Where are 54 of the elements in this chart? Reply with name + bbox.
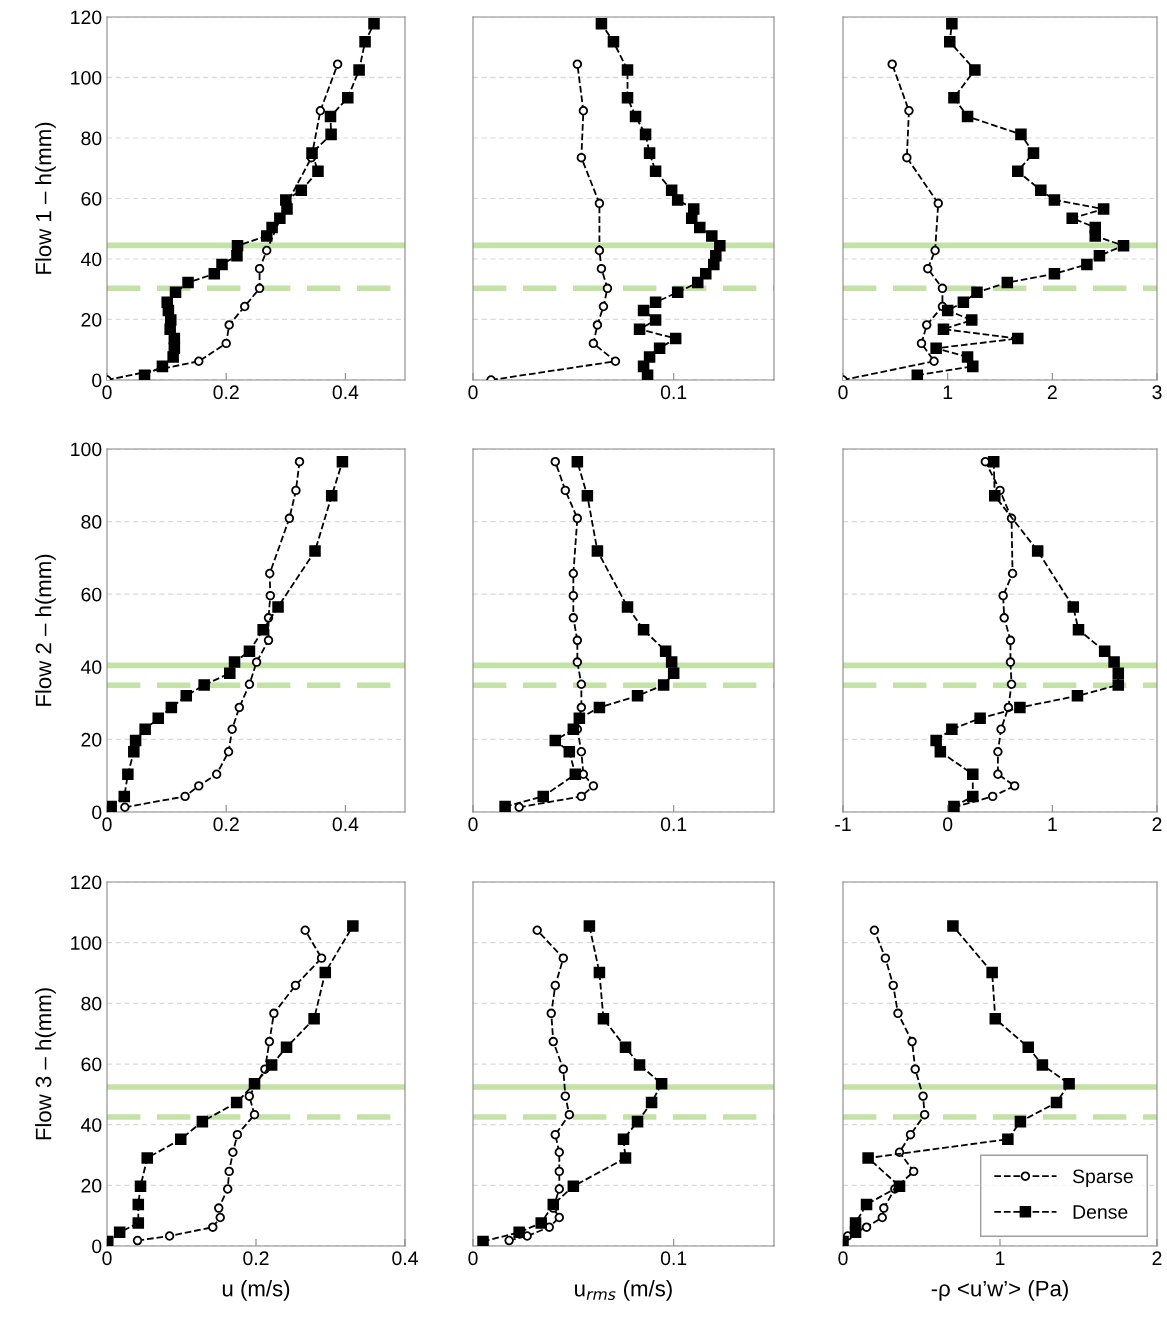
y-tick-label: 120	[71, 10, 102, 25]
x-tick-label: 2	[1152, 817, 1162, 831]
y-tick-label: 120	[71, 875, 102, 890]
y-tick-label: 20	[81, 312, 102, 327]
y-tick-label: 40	[80, 1118, 102, 1132]
x-tick-label: 0	[102, 1251, 112, 1266]
y-axis-title: Flow 2 – h(mm)	[35, 554, 56, 706]
y-tick-label: 100	[71, 936, 102, 950]
y-tick-label: 60	[81, 1057, 102, 1072]
x-tick-label: 0.2	[243, 1251, 269, 1266]
x-tick-label: 3	[1152, 385, 1162, 400]
y-tick-label: 80	[81, 996, 102, 1011]
x-tick-label: 0	[838, 385, 848, 400]
x-tick-label: 0	[468, 1251, 478, 1266]
x-tick-label: 0	[468, 817, 478, 832]
y-axis-title: Flow 3 – h(mm)	[35, 988, 56, 1140]
x-tick-label: 2	[1152, 1251, 1162, 1265]
x-tick-label: 1	[943, 385, 953, 399]
x-tick-label: 0.4	[332, 385, 359, 400]
x-tick-label: -1	[835, 817, 851, 831]
y-tick-label: 60	[81, 191, 102, 206]
y-tick-label: 100	[71, 442, 102, 457]
x-tick-label: 1	[1048, 817, 1057, 831]
y-tick-label: 80	[81, 515, 102, 529]
x-tick-label: 0.4	[332, 817, 359, 832]
y-tick-label: 0	[92, 1239, 102, 1254]
y-tick-label: 20	[81, 1178, 102, 1193]
x-tick-label: 0.1	[660, 1251, 687, 1266]
x-tick-label: 1	[996, 1251, 1005, 1265]
y-tick-label: 80	[81, 131, 102, 146]
y-tick-label: 0	[92, 373, 102, 388]
y-tick-label: 40	[80, 252, 102, 267]
x-tick-label: 0.1	[660, 817, 687, 832]
x-tick-label: 0.1	[660, 385, 687, 400]
x-tick-label: 0.2	[213, 385, 239, 400]
y-axis-title: Flow 1 – h(mm)	[35, 122, 56, 274]
x-axis-title: u (m/s)	[222, 1280, 290, 1301]
x-tick-label: 0	[468, 385, 478, 400]
x-tick-label: 0	[943, 817, 953, 832]
y-tick-label: 100	[71, 70, 102, 85]
x-tick-label: 0.2	[213, 817, 239, 832]
x-tick-label: 0	[102, 385, 112, 400]
x-tick-label: 0.4	[392, 1251, 418, 1266]
y-tick-label: 20	[81, 732, 102, 747]
y-tick-label: 60	[81, 587, 102, 602]
x-tick-label: 0	[838, 1251, 848, 1266]
legend-label: Dense	[1073, 1205, 1128, 1219]
legend-label: Sparse	[1072, 1169, 1133, 1188]
y-tick-label: 0	[92, 805, 102, 820]
x-tick-label: 2	[1047, 385, 1057, 399]
y-tick-label: 40	[80, 660, 102, 675]
x-axis-title: u$_{rms}$ (m/s)	[575, 1280, 672, 1301]
x-tick-label: 0	[102, 817, 112, 832]
x-axis-title: -ρ <u’w’> (Pa)	[931, 1280, 1068, 1301]
